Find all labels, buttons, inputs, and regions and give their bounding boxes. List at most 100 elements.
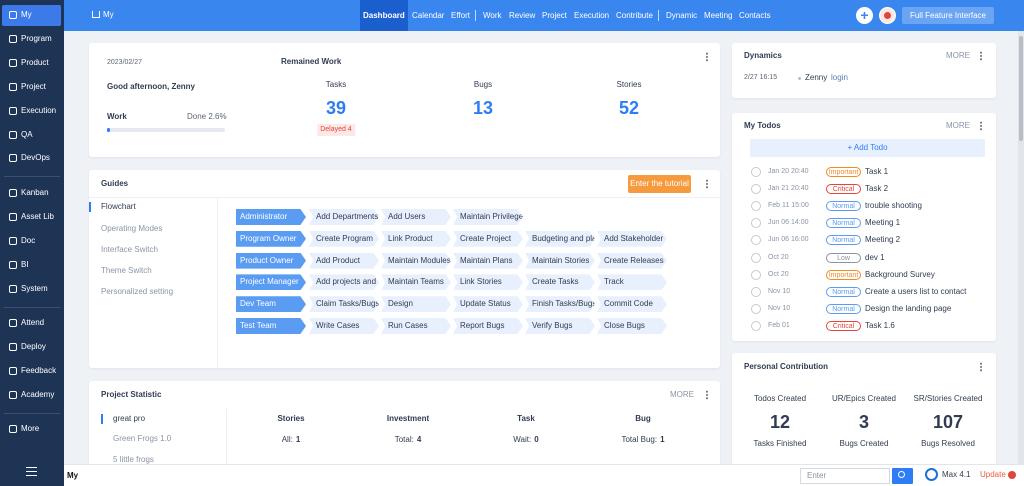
update-link[interactable]: Update xyxy=(980,470,1006,479)
todo-checkbox[interactable] xyxy=(751,184,761,195)
top-nav-item[interactable]: Execution xyxy=(574,11,610,20)
card-menu[interactable] xyxy=(980,121,982,131)
top-nav-item[interactable]: Review xyxy=(509,11,536,20)
flow-step[interactable]: Link Stories xyxy=(453,274,523,291)
add-todo-button[interactable]: + Add Todo xyxy=(750,139,985,157)
flow-step[interactable]: Design xyxy=(381,296,451,313)
nav-item[interactable]: More xyxy=(2,419,61,440)
flow-step[interactable]: Create Project xyxy=(453,230,523,247)
avatar[interactable] xyxy=(879,7,896,24)
top-nav-item[interactable]: Project xyxy=(542,11,567,20)
top-nav-item[interactable]: Contribute xyxy=(616,11,653,20)
breadcrumb[interactable]: My xyxy=(67,471,79,480)
guide-menu-item[interactable]: Theme Switch xyxy=(101,266,152,275)
todo-title[interactable]: Task 2 xyxy=(865,184,889,194)
flow-step[interactable]: Maintain Teams xyxy=(381,274,451,291)
nav-item[interactable]: Execution xyxy=(2,101,61,122)
top-nav-item[interactable]: Dashboard xyxy=(360,0,408,31)
flow-step[interactable]: Run Cases xyxy=(381,318,451,334)
todo-checkbox[interactable] xyxy=(751,252,761,263)
dynamic-action[interactable]: login xyxy=(831,73,848,82)
nav-item[interactable]: Kanban xyxy=(2,183,61,204)
project-item[interactable]: Green Frogs 1.0 xyxy=(113,434,172,443)
nav-item[interactable]: System xyxy=(2,279,61,300)
guide-menu-item[interactable]: Flowchart xyxy=(101,202,136,211)
flow-step[interactable]: Update Status xyxy=(453,296,523,313)
flow-step[interactable]: Add Product xyxy=(309,252,379,269)
todo-title[interactable]: Task 1.6 xyxy=(865,320,895,330)
top-nav-item[interactable]: Work xyxy=(483,11,502,20)
card-menu[interactable] xyxy=(706,179,708,189)
stat-value[interactable]: 52 xyxy=(618,98,640,118)
card-menu[interactable] xyxy=(980,51,982,61)
nav-item[interactable]: Asset Lib xyxy=(2,207,61,228)
tutorial-button[interactable]: Enter the tutorial xyxy=(628,175,691,193)
stat-value[interactable]: 13 xyxy=(472,98,494,118)
flow-step[interactable]: Track xyxy=(597,274,667,291)
project-item[interactable]: 5 little frogs xyxy=(113,455,154,464)
top-nav-item[interactable]: Dynamic xyxy=(666,11,698,20)
todo-title[interactable]: Design the landing page xyxy=(865,303,952,313)
flow-step[interactable]: Claim Tasks/Bugs xyxy=(309,296,379,313)
flow-step[interactable]: Close Bugs xyxy=(597,318,667,334)
nav-item[interactable]: QA xyxy=(2,125,61,146)
flow-step[interactable]: Report Bugs xyxy=(453,318,523,334)
nav-item[interactable]: My xyxy=(2,5,61,26)
flow-step[interactable]: Add Stakeholder xyxy=(597,230,667,247)
todo-title[interactable]: Task 1 xyxy=(865,167,889,176)
home-label[interactable]: My xyxy=(103,10,114,19)
flow-step[interactable]: Add projects and Ex xyxy=(309,274,379,291)
card-menu[interactable] xyxy=(980,362,982,372)
guide-menu-item[interactable]: Interface Switch xyxy=(101,245,158,254)
menu-toggle[interactable] xyxy=(26,467,37,476)
todo-checkbox[interactable] xyxy=(751,201,761,212)
flow-step[interactable]: Maintain Modules xyxy=(381,252,451,269)
nav-item[interactable]: Project xyxy=(2,77,61,98)
nav-item[interactable]: Feedback xyxy=(2,361,61,382)
flow-step[interactable]: Link Product xyxy=(381,230,451,247)
todo-checkbox[interactable] xyxy=(751,235,761,246)
todo-checkbox[interactable] xyxy=(751,286,761,297)
flow-step[interactable]: Create Releases xyxy=(597,252,667,269)
flow-step[interactable]: Maintain Privileges xyxy=(453,209,523,225)
version[interactable]: Max 4.1 xyxy=(942,470,971,479)
flow-step[interactable]: Commit Code xyxy=(597,296,667,313)
todo-checkbox[interactable] xyxy=(751,303,761,314)
flow-step[interactable]: Budgeting and planr xyxy=(525,230,595,247)
flow-step[interactable]: Add Users xyxy=(381,209,451,225)
todo-checkbox[interactable] xyxy=(751,167,761,177)
stat-value[interactable]: 39 xyxy=(325,98,347,118)
guide-menu-item[interactable]: Personalized setting xyxy=(101,287,174,296)
nav-item[interactable]: Academy xyxy=(2,385,61,406)
card-menu[interactable] xyxy=(706,52,708,62)
full-interface-button[interactable]: Full Feature Interface xyxy=(902,7,994,24)
nav-item[interactable]: Attend xyxy=(2,313,61,334)
more-link[interactable]: MORE xyxy=(946,51,970,60)
guide-menu-item[interactable]: Operating Modes xyxy=(101,224,163,233)
scroll-thumb[interactable] xyxy=(1019,36,1023,141)
flow-step[interactable]: Maintain Plans xyxy=(453,252,523,269)
nav-item[interactable]: BI xyxy=(2,255,61,276)
nav-item[interactable]: DevOps xyxy=(2,148,61,169)
more-link[interactable]: MORE xyxy=(946,121,970,130)
search-button[interactable] xyxy=(892,468,913,484)
project-item[interactable]: great pro xyxy=(113,414,146,423)
todo-title[interactable]: Meeting 2 xyxy=(865,235,901,245)
todo-title[interactable]: Create a users list to contact xyxy=(865,286,967,296)
top-nav-item[interactable]: Meeting xyxy=(704,11,733,20)
add-button[interactable]: + xyxy=(856,7,873,24)
nav-item[interactable]: Product xyxy=(2,53,61,74)
todo-checkbox[interactable] xyxy=(751,320,761,331)
flow-step[interactable]: Create Tasks xyxy=(525,274,595,291)
top-nav-item[interactable]: Contacts xyxy=(739,11,771,20)
flow-step[interactable]: Add Departments xyxy=(309,209,379,225)
nav-item[interactable]: Program xyxy=(2,29,61,50)
more-link[interactable]: MORE xyxy=(670,390,694,399)
flow-step[interactable]: Maintain Stories xyxy=(525,252,595,269)
nav-item[interactable]: Deploy xyxy=(2,337,61,358)
top-nav-item[interactable]: Effort xyxy=(451,11,470,20)
top-nav-item[interactable]: Calendar xyxy=(412,11,445,20)
todo-checkbox[interactable] xyxy=(751,218,761,229)
todo-checkbox[interactable] xyxy=(751,269,761,280)
flow-step[interactable]: Verify Bugs xyxy=(525,318,595,334)
